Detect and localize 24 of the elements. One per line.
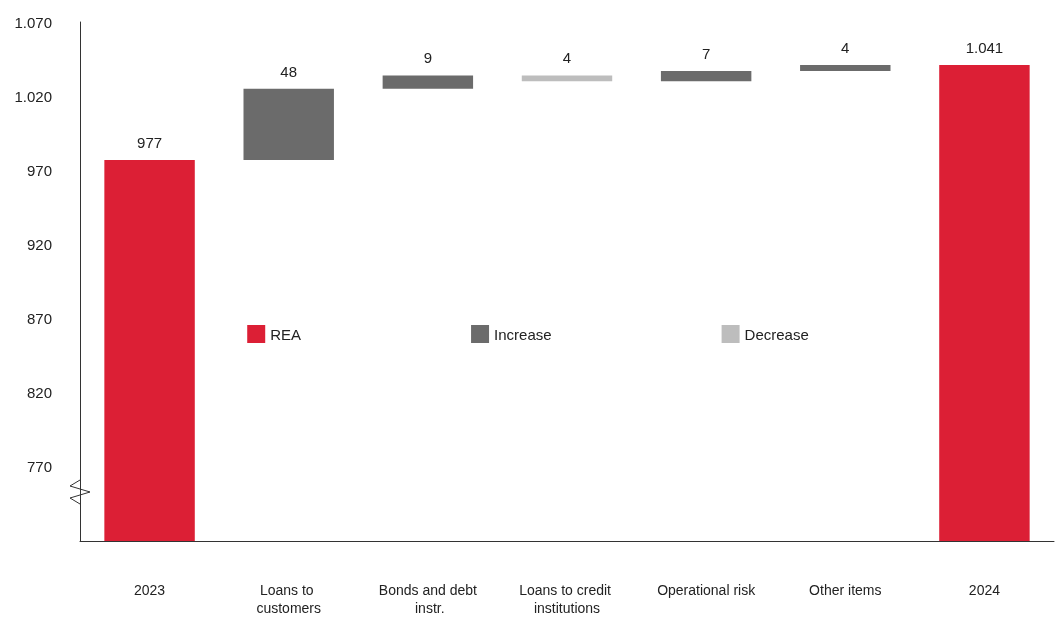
legend-label: REA bbox=[270, 325, 302, 343]
x-tick-label: 2023 bbox=[133, 582, 166, 598]
legend-label: Increase bbox=[494, 325, 552, 343]
y-tick-label: 820 bbox=[26, 384, 52, 402]
y-tick-label: 770 bbox=[26, 458, 52, 476]
data-label: 4 bbox=[841, 39, 850, 56]
y-tick-label: 970 bbox=[26, 161, 52, 179]
legend-label: Decrease bbox=[744, 325, 809, 343]
x-tick-label: Loans to customers bbox=[256, 582, 321, 616]
data-label: 48 bbox=[280, 62, 298, 80]
data-label: 7 bbox=[701, 44, 711, 62]
x-tick-label: Bonds and debt instr. bbox=[378, 582, 477, 616]
x-tick-label: Loans to credit institutions bbox=[519, 582, 615, 616]
y-tick-label: 920 bbox=[26, 235, 52, 253]
data-label: 4 bbox=[562, 49, 572, 67]
y-tick-label: 1.070 bbox=[14, 13, 52, 31]
data-label: 977 bbox=[137, 133, 163, 151]
data-label: 9 bbox=[423, 49, 433, 67]
x-tick-label: 2024 bbox=[968, 582, 1001, 598]
data-label: 1.041 bbox=[965, 39, 1004, 56]
x-tick-label: Operational risk bbox=[657, 582, 757, 598]
y-tick-label: 870 bbox=[26, 310, 52, 328]
x-tick-label: Other items bbox=[809, 582, 882, 598]
y-tick-label: 1.020 bbox=[14, 87, 52, 105]
